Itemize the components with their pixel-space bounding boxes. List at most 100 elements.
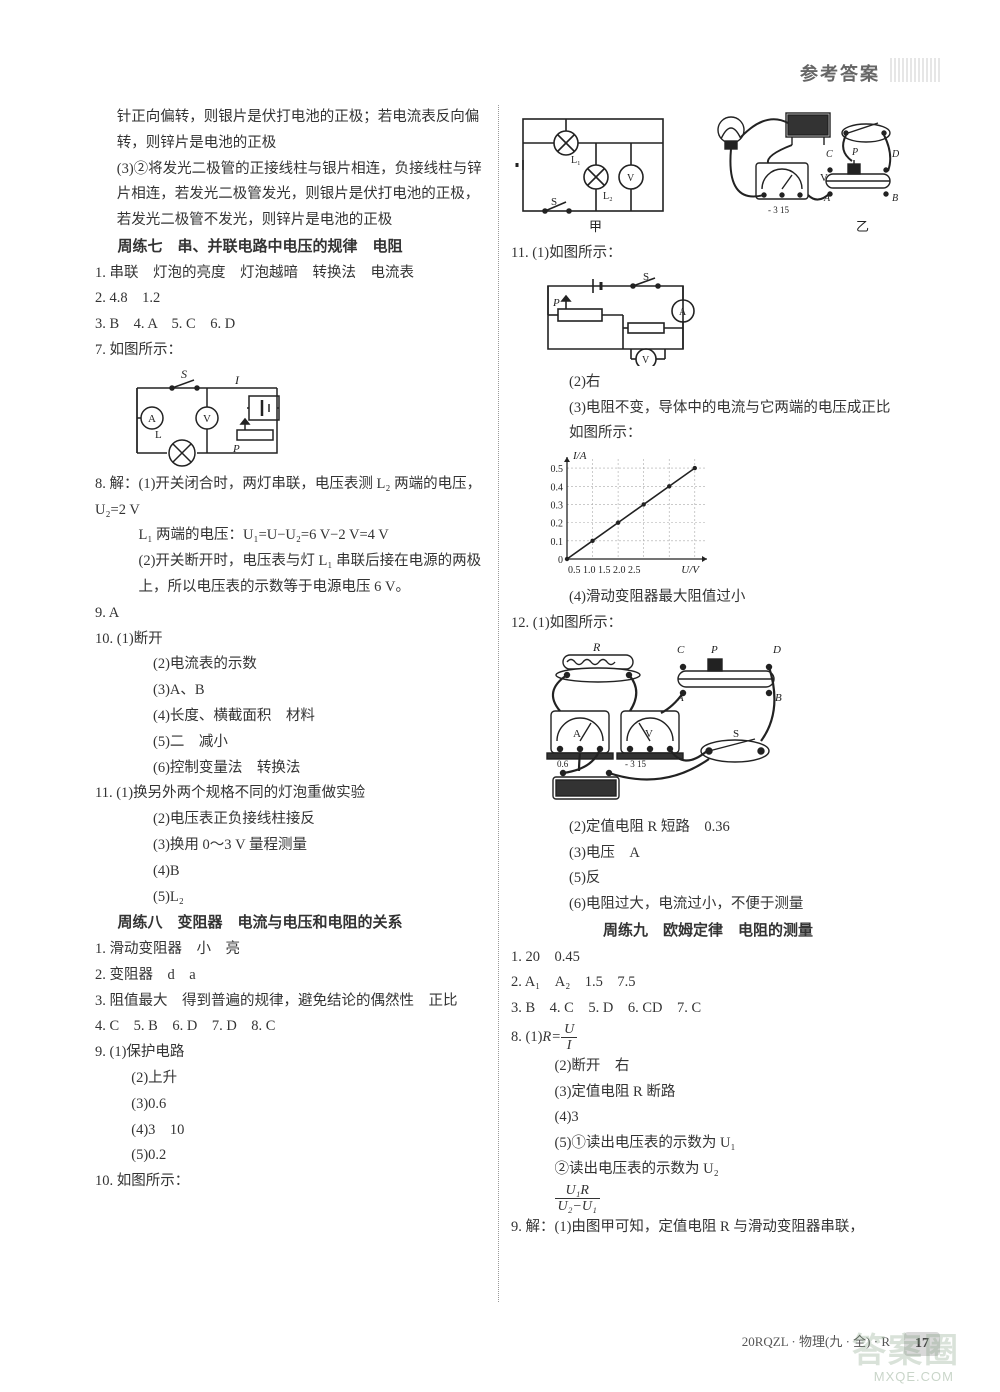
fraction: UI [561, 1022, 577, 1054]
answer-line: ②读出电压表的示数为 U₂ [511, 1157, 905, 1183]
answer-line: (2)断开 右 [511, 1054, 905, 1080]
svg-text:0.5: 0.5 [550, 464, 563, 475]
svg-text:0.3: 0.3 [550, 501, 563, 512]
answer-line: (3)电压 A [511, 841, 905, 867]
svg-text:B: B [892, 193, 898, 204]
answer-line: (3)A、B [95, 678, 489, 704]
answer-line: 9. 解：(1)由图甲可知，定值电阻 R 与滑动变阻器串联， [511, 1215, 905, 1241]
figure-q12-apparatus: R C P D A B A V S 0.6 - 3 15 [533, 641, 905, 811]
answer-line: (4)3 [511, 1105, 905, 1131]
svg-text:- 3 15: - 3 15 [768, 205, 789, 215]
answer-line: (4)3 10 [95, 1118, 489, 1144]
svg-text:V: V [645, 728, 653, 740]
figure-q11-circuit: S A V P [533, 271, 905, 366]
answer-line: 3. B 4. A 5. C 6. D [95, 312, 489, 338]
section-title-9: 周练九 欧姆定律 电阻的测量 [511, 918, 905, 945]
svg-text:P: P [552, 297, 560, 309]
answer-line: (6)电阻过大，电流过小，不便于测量 [511, 892, 905, 918]
answer-line: (3)电阻不变，导体中的电流与它两端的电压成正比 [511, 396, 905, 422]
svg-text:甲: 甲 [589, 219, 602, 234]
fraction-num: U₁R [555, 1183, 600, 1199]
pretext-line: (3)②将发光二极管的正接线柱与银片相连，负接线柱与锌片相连，若发光二极管发光，… [95, 157, 489, 234]
answer-line: 1. 串联 灯泡的亮度 灯泡越暗 转换法 电流表 [95, 261, 489, 287]
answer-line: (2)定值电阻 R 短路 0.36 [511, 815, 905, 841]
answer-line: 10. (1)断开 [95, 627, 489, 653]
svg-text:A: A [148, 413, 156, 425]
svg-text:0.2: 0.2 [550, 519, 563, 530]
svg-text:A: A [676, 692, 684, 704]
answer-line: (2)右 [511, 370, 905, 396]
svg-text:R: R [592, 641, 601, 654]
answer-line: 1. 20 0.45 [511, 945, 905, 971]
svg-text:V: V [642, 355, 650, 366]
answer-line: 2. 4.8 1.2 [95, 286, 489, 312]
svg-text:A: A [679, 307, 687, 318]
answer-line-frac2: U₁RU₂−U₁ [511, 1183, 905, 1215]
svg-text:乙: 乙 [856, 219, 869, 234]
answer-line: (4)滑动变阻器最大阻值过小 [511, 585, 905, 611]
figure-q7-circuit: S I A V L P [117, 368, 489, 468]
answer-line: (5)①读出电压表的示数为 U₁ [511, 1131, 905, 1157]
answer-line: (5)L₂ [95, 885, 489, 911]
answer-line: (3)0.6 [95, 1092, 489, 1118]
answer-line: (2)电压表正负接线柱接反 [95, 807, 489, 833]
answer-line: 2. A₁ A₂ 1.5 7.5 [511, 970, 905, 996]
svg-text:0.6: 0.6 [557, 759, 569, 769]
figure-q10-circuits: L₁ L₂ V S 甲 [511, 105, 905, 237]
svg-text:L: L [155, 429, 162, 441]
svg-text:P: P [232, 443, 240, 455]
svg-text:U/V: U/V [681, 564, 700, 576]
page-number: 17 [904, 1332, 940, 1356]
content: 针正向偏转，则银片是伏打电池的正极；若电流表反向偏转，则锌片是电池的正极 (3)… [95, 105, 905, 1302]
svg-text:C: C [677, 644, 685, 656]
svg-text:C: C [826, 149, 833, 160]
answer-line: (5)反 [511, 866, 905, 892]
answer-line: (4)B [95, 859, 489, 885]
answer-line: 3. 阻值最大 得到普遍的规律，避免结论的偶然性 正比 [95, 989, 489, 1015]
svg-text:P: P [851, 147, 858, 158]
frac-lhs: R= [542, 1029, 561, 1045]
svg-text:0.4: 0.4 [550, 482, 563, 493]
watermark-url: MXQE.COM [874, 1369, 954, 1384]
answer-line: (4)长度、横截面积 材料 [95, 704, 489, 730]
fraction-den: I [561, 1038, 577, 1053]
fraction: U₁RU₂−U₁ [555, 1183, 600, 1215]
frac-prefix: 8. (1) [511, 1029, 542, 1045]
svg-text:S: S [181, 368, 187, 381]
svg-text:V: V [627, 173, 635, 184]
answer-line: 10. 如图所示： [95, 1169, 489, 1195]
svg-text:I: I [234, 373, 240, 387]
svg-text:S: S [551, 196, 557, 208]
pretext-line: 针正向偏转，则银片是伏打电池的正极；若电流表反向偏转，则锌片是电池的正极 [95, 105, 489, 157]
svg-text:0.5 1.0 1.5 2.0 2.5: 0.5 1.0 1.5 2.0 2.5 [568, 565, 641, 576]
footer-code: 20RQZL · 物理(九 · 全) · R [742, 1331, 890, 1350]
svg-text:0: 0 [558, 555, 563, 566]
svg-text:D: D [772, 644, 781, 656]
section-title-7: 周练七 串、并联电路中电压的规律 电阻 [95, 234, 489, 261]
answer-line: 1. 滑动变阻器 小 亮 [95, 937, 489, 963]
answer-line: L₁ 两端的电压：U₁=U−U₂=6 V−2 V=4 V [95, 523, 489, 549]
figure-iv-chart: 0.10.20.30.40.500.5 1.0 1.5 2.0 2.5I/AU/… [533, 451, 905, 581]
answer-line: 11. (1)换另外两个规格不同的灯泡重做实验 [95, 781, 489, 807]
section-title-8: 周练八 变阻器 电流与电压和电阻的关系 [95, 910, 489, 937]
svg-text:I/A: I/A [572, 451, 587, 462]
answer-line: (3)换用 0～3 V 量程测量 [95, 833, 489, 859]
answer-line: 2. 变阻器 d a [95, 963, 489, 989]
answer-line: (5)二 减小 [95, 730, 489, 756]
answer-line: 8. 解：(1)开关闭合时，两灯串联，电压表测 L₂ 两端的电压，U₂=2 V [95, 472, 489, 524]
answer-line: (2)上升 [95, 1066, 489, 1092]
answer-line: 如图所示： [511, 421, 905, 447]
answer-line: 12. (1)如图所示： [511, 611, 905, 637]
answer-line: 4. C 5. B 6. D 7. D 8. C [95, 1014, 489, 1040]
svg-text:P: P [710, 644, 718, 656]
svg-text:B: B [775, 692, 782, 704]
answer-line: (6)控制变量法 转换法 [95, 756, 489, 782]
answer-line: (3)定值电阻 R 断路 [511, 1080, 905, 1106]
svg-text:V: V [203, 413, 211, 425]
header-decoration [890, 58, 940, 82]
svg-text:- 3 15: - 3 15 [625, 759, 646, 769]
answer-line: 9. (1)保护电路 [95, 1040, 489, 1066]
answer-line: 3. B 4. C 5. D 6. CD 7. C [511, 996, 905, 1022]
svg-text:L₁: L₁ [571, 155, 581, 166]
answer-line: 9. A [95, 601, 489, 627]
